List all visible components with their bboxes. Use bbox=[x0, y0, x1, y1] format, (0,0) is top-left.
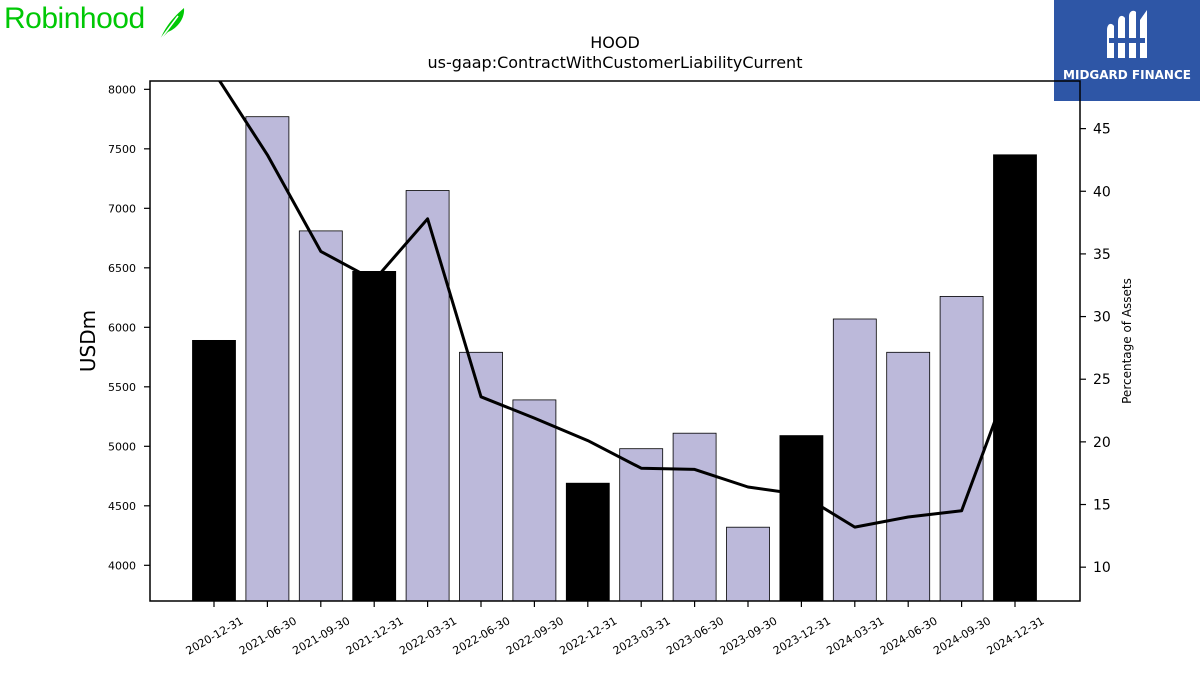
x-axis: 2020-12-312021-06-302021-09-302021-12-31… bbox=[184, 601, 1047, 658]
x-tick-label: 2023-12-31 bbox=[771, 614, 833, 657]
bar-2022-03-31 bbox=[405, 190, 450, 602]
x-tick-label: 2020-12-31 bbox=[184, 614, 246, 657]
y2-tick-label: 30 bbox=[1093, 310, 1111, 326]
bar-2023-12-31 bbox=[779, 435, 824, 602]
bar-2024-09-30 bbox=[939, 295, 984, 602]
midgard-finance-wordmark: MIDGARD FINANCE bbox=[1063, 68, 1191, 82]
chart-subtitle: us-gaap:ContractWithCustomerLiabilityCur… bbox=[428, 53, 803, 72]
y-axis: 4000 4500 5000 5500 6000 6500 7000 7500 8000 bbox=[108, 83, 150, 572]
y2-tick-label: 20 bbox=[1093, 435, 1111, 451]
x-tick-label: 2023-03-31 bbox=[611, 614, 673, 657]
y-tick-label: 7000 bbox=[108, 202, 136, 215]
x-tick-label: 2024-06-30 bbox=[878, 614, 940, 657]
x-tick-label: 2023-06-30 bbox=[664, 614, 726, 657]
y-tick-label: 6000 bbox=[108, 321, 136, 334]
line-layer bbox=[217, 81, 1017, 529]
y-tick-label: 6500 bbox=[108, 262, 136, 275]
x-tick-label: 2024-03-31 bbox=[824, 614, 886, 657]
bar-2023-06-30 bbox=[672, 432, 717, 602]
y2-tick-label: 35 bbox=[1093, 247, 1111, 263]
y2-tick-label: 25 bbox=[1093, 372, 1111, 388]
x-tick-label: 2024-12-31 bbox=[985, 614, 1047, 657]
bar-2022-12-31 bbox=[565, 482, 610, 602]
chart-title: HOOD bbox=[590, 33, 640, 52]
bar-2021-09-30 bbox=[298, 230, 343, 602]
y-tick-label: 5000 bbox=[108, 440, 136, 453]
midgard-finance-logo: MIDGARD FINANCE bbox=[1054, 0, 1200, 101]
x-tick-label: 2022-12-31 bbox=[557, 614, 619, 657]
bar-2024-06-30 bbox=[886, 351, 931, 602]
bars-layer bbox=[192, 116, 1037, 602]
y2-axis: 10 15 20 25 30 35 40 45 bbox=[1080, 122, 1111, 576]
bar-2024-03-31 bbox=[832, 318, 877, 602]
bar-2024-12-31 bbox=[993, 154, 1037, 602]
bar-2020-12-31 bbox=[192, 339, 236, 602]
y-tick-label: 4000 bbox=[108, 559, 136, 572]
x-tick-label: 2022-09-30 bbox=[504, 614, 566, 657]
y-tick-label: 8000 bbox=[108, 83, 136, 96]
percentage-line bbox=[217, 81, 1017, 529]
y-tick-label: 5500 bbox=[108, 381, 136, 394]
x-tick-label: 2021-12-31 bbox=[344, 614, 406, 657]
bar-2023-09-30 bbox=[726, 526, 770, 602]
x-tick-label: 2022-03-31 bbox=[397, 614, 459, 657]
plot-frame bbox=[149, 80, 1081, 602]
x-tick-label: 2021-06-30 bbox=[237, 614, 299, 657]
midgard-logo-icon bbox=[1107, 10, 1147, 58]
feather-icon bbox=[159, 8, 185, 41]
bar-2022-06-30 bbox=[459, 351, 503, 602]
y2-tick-label: 10 bbox=[1093, 560, 1111, 576]
x-tick-label: 2023-09-30 bbox=[718, 614, 780, 657]
bar-2021-12-31 bbox=[352, 270, 397, 602]
robinhood-logo: Robinhood bbox=[4, 2, 145, 35]
x-tick-label: 2021-09-30 bbox=[290, 614, 352, 657]
bar-2022-09-30 bbox=[512, 399, 557, 602]
bar-2021-06-30 bbox=[245, 116, 290, 602]
y2-axis-label: Percentage of Assets bbox=[1120, 278, 1134, 404]
bar-2023-03-31 bbox=[619, 448, 664, 602]
y-tick-label: 4500 bbox=[108, 500, 136, 513]
x-tick-label: 2022-06-30 bbox=[451, 614, 513, 657]
y2-tick-label: 15 bbox=[1093, 498, 1111, 514]
y-axis-label: USDm bbox=[76, 310, 100, 372]
y2-tick-label: 45 bbox=[1093, 122, 1111, 138]
x-tick-label: 2024-09-30 bbox=[931, 614, 993, 657]
y-tick-label: 7500 bbox=[108, 143, 136, 156]
y2-tick-label: 40 bbox=[1093, 184, 1111, 200]
